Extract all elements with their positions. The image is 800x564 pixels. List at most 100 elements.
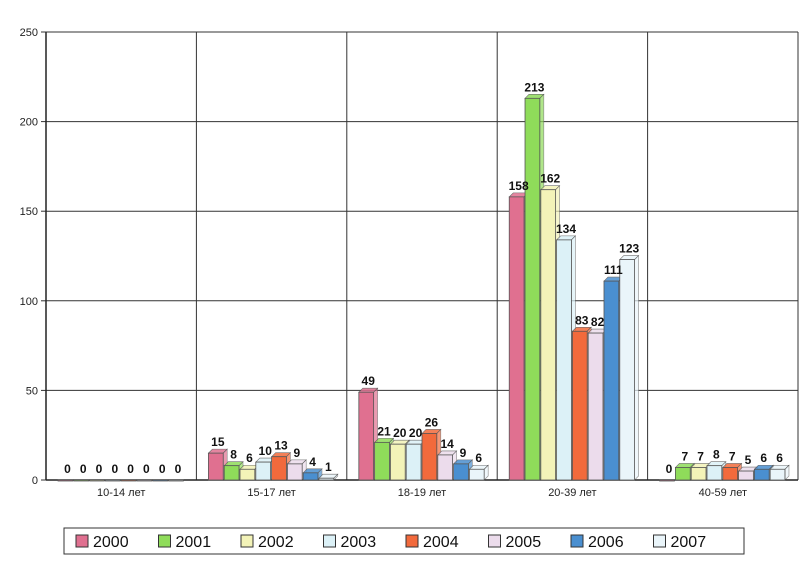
bar <box>556 239 572 481</box>
y-tick-label: 0 <box>32 475 38 487</box>
data-label: 6 <box>475 451 482 465</box>
legend-swatch <box>75 534 89 548</box>
data-label: 9 <box>293 446 300 460</box>
bar <box>540 189 557 481</box>
bar <box>619 259 635 481</box>
category-label: 18-19 лет <box>398 487 446 499</box>
category-label: 40-59 лет <box>699 487 747 499</box>
category-label: 20-39 лет <box>548 487 596 499</box>
bar <box>675 467 691 481</box>
data-label: 213 <box>524 80 544 94</box>
bar <box>390 443 406 481</box>
data-label: 7 <box>697 449 704 463</box>
legend-label: 2001 <box>176 534 212 551</box>
bar <box>255 461 271 481</box>
y-tick-label: 250 <box>20 27 38 39</box>
bar <box>587 332 604 481</box>
bar <box>603 280 620 481</box>
bar <box>223 465 240 481</box>
data-label: 0 <box>175 462 182 476</box>
data-label: 6 <box>776 451 783 465</box>
data-label: 0 <box>111 462 118 476</box>
bar <box>738 470 754 481</box>
data-label: 7 <box>729 449 736 463</box>
legend-label: 2006 <box>588 534 624 551</box>
bar <box>374 441 390 481</box>
legend-swatch <box>323 534 336 548</box>
bar <box>105 479 121 482</box>
bar <box>358 391 375 481</box>
bar <box>753 468 770 481</box>
bar <box>73 479 90 482</box>
bar <box>659 479 675 482</box>
y-tick-label: 200 <box>20 117 38 129</box>
bar <box>421 433 438 481</box>
legend-swatch <box>158 534 171 548</box>
legend-swatch <box>240 534 254 548</box>
bar <box>524 97 541 481</box>
legend-label: 2002 <box>258 534 294 551</box>
legend: 2000 2001 2002 2003 2004 2005 2006 2007 <box>63 527 745 555</box>
legend-label: 2003 <box>341 534 377 551</box>
bar <box>468 468 485 481</box>
legend-label: 2004 <box>423 534 459 551</box>
legend-label: 2007 <box>671 534 707 551</box>
y-tick-labels: 0 50 100 150 200 250 <box>20 27 38 487</box>
legend-box <box>63 527 745 555</box>
axes <box>41 31 798 481</box>
data-label: 162 <box>540 172 560 186</box>
data-label: 14 <box>441 437 455 451</box>
data-label: 0 <box>64 462 71 476</box>
y-tick-label: 150 <box>20 206 38 218</box>
legend-swatch <box>488 534 501 548</box>
data-label: 6 <box>760 451 767 465</box>
data-label: 5 <box>745 453 752 467</box>
data-label: 13 <box>274 439 288 453</box>
bar <box>508 196 525 481</box>
data-label: 83 <box>575 313 589 327</box>
legend-swatch <box>570 534 584 548</box>
bar <box>120 479 137 482</box>
bar <box>453 463 469 481</box>
data-label: 82 <box>591 315 605 329</box>
y-tick-label: 100 <box>20 296 38 308</box>
bar <box>318 477 335 481</box>
data-label: 0 <box>159 462 166 476</box>
bar <box>405 443 422 481</box>
legend-swatch <box>653 534 666 548</box>
bar <box>89 479 105 482</box>
bar <box>271 456 287 481</box>
data-label: 6 <box>246 451 253 465</box>
bar <box>208 452 224 481</box>
data-label: 111 <box>604 263 623 277</box>
bar-side <box>634 254 639 481</box>
data-label: 134 <box>556 222 576 236</box>
bars <box>57 93 790 482</box>
category-label: 15-17 лет <box>247 487 295 499</box>
data-label: 15 <box>211 435 225 449</box>
bar <box>239 468 256 481</box>
y-tick-label: 50 <box>26 385 38 397</box>
bar <box>152 479 168 482</box>
category-labels: 10-14 лет 15-17 лет 18-19 лет 20-39 лет 40-5… <box>97 487 747 499</box>
grid <box>45 31 799 480</box>
legend-label: 2005 <box>506 534 542 551</box>
data-label: 9 <box>460 446 467 460</box>
bar <box>168 479 184 482</box>
data-label: 7 <box>681 449 688 463</box>
bar <box>690 467 707 481</box>
bar <box>769 468 786 481</box>
data-label: 8 <box>713 448 720 462</box>
data-label: 20 <box>409 426 423 440</box>
data-label: 4 <box>309 455 316 469</box>
data-label: 0 <box>666 462 673 476</box>
legend-swatch <box>405 534 419 548</box>
data-label: 123 <box>619 242 639 256</box>
data-label: 10 <box>259 444 273 458</box>
data-label: 21 <box>377 424 391 438</box>
category-label: 10-14 лет <box>97 487 145 499</box>
data-label: 20 <box>393 426 407 440</box>
bar <box>302 472 319 481</box>
bar <box>57 479 74 482</box>
